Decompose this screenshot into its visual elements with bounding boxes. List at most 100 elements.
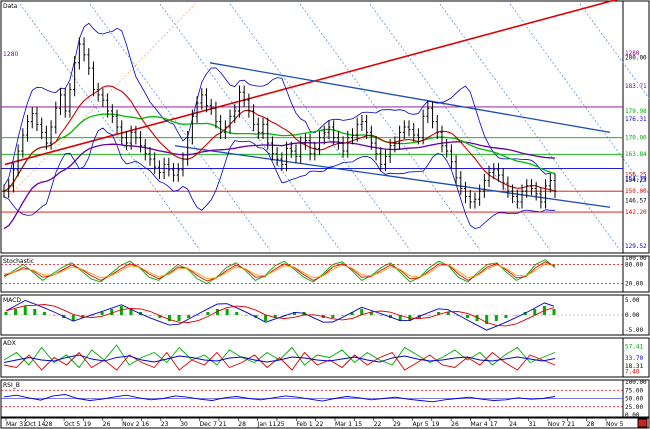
- x-tick-label: Feb 1: [296, 421, 313, 428]
- stoch-axis-label: 20.00: [625, 281, 643, 288]
- macd-histogram-bar: [52, 315, 56, 316]
- lower-band-line: [3, 127, 555, 229]
- macd-histogram-bar: [4, 312, 8, 315]
- price-axis: [622, 0, 650, 254]
- ma50-line: [3, 113, 556, 192]
- red-trendline: [4, 0, 619, 166]
- price-axis-label: 142.20: [625, 209, 647, 216]
- x-tick-label: 19: [83, 421, 91, 428]
- macd-histogram-bar: [100, 312, 104, 315]
- macd-line: [5, 300, 555, 331]
- diagonal-gridline: [299, 3, 481, 251]
- macd-histogram-bar: [360, 309, 364, 315]
- price-panel: [0, 0, 624, 254]
- rsi-panel-label: RSI_B: [3, 382, 20, 389]
- rsi-axis-label: 50.00: [625, 396, 643, 403]
- x-tick-label: Oct 5: [64, 421, 80, 428]
- adx-axis-label: 57.41: [625, 343, 643, 350]
- macd-histogram-bar: [235, 312, 239, 315]
- x-tick-label: 25: [277, 421, 285, 428]
- stoch-axis-label: 100.00: [625, 255, 647, 262]
- rsi-axis-label: 25.00: [625, 404, 643, 411]
- x-tick-label: Oct 14: [25, 421, 45, 428]
- stoch-panel-label: Stochastic: [3, 258, 34, 265]
- macd-histogram-bar: [244, 315, 248, 316]
- price-axis-label: 156.25: [625, 171, 647, 178]
- diagonal-gridline: [19, 3, 201, 251]
- price-axis-top-label: 176.31: [625, 116, 647, 123]
- x-tick-label: 22: [316, 421, 324, 428]
- macd-histogram-bar: [379, 315, 383, 316]
- macd-histogram-bar: [504, 315, 508, 318]
- price-axis-label: 163.84: [625, 151, 647, 158]
- adx-axis-label: 33.70: [625, 355, 643, 362]
- macd-histogram-bar: [119, 306, 123, 315]
- x-tick-label: 21: [567, 421, 575, 428]
- x-tick-label: Nov 5: [606, 421, 624, 428]
- x-tick-label: Nov 2: [122, 421, 140, 428]
- macd-axis: [622, 294, 650, 336]
- price-panel-label: Data: [3, 3, 18, 10]
- macd-panel-label: MACD: [3, 297, 21, 304]
- blue-channel-upper: [209, 62, 611, 133]
- price-layer: [1, 0, 650, 251]
- x-tick-label: 24: [509, 421, 517, 428]
- x-tick-label: 15: [354, 421, 362, 428]
- x-tick-label: Mar 4: [471, 421, 488, 428]
- macd-histogram-bar: [148, 315, 152, 316]
- x-tick-label: 17: [490, 421, 498, 428]
- macd-histogram-bar: [514, 315, 518, 316]
- x-tick-label: 19: [432, 421, 440, 428]
- rsi-axis-label: 0.00: [625, 412, 640, 419]
- macd-signal-line: [5, 304, 555, 327]
- macd-histogram-bar: [177, 315, 181, 321]
- x-tick-label: Apr 5: [412, 421, 428, 428]
- macd-histogram-bar: [552, 309, 556, 315]
- macd-histogram-bar: [23, 306, 27, 315]
- x-tick-label: 21: [219, 421, 227, 428]
- x-tick-label: 29: [393, 421, 401, 428]
- adx-axis: [622, 337, 650, 378]
- dotted-trendline: [4, 3, 196, 201]
- x-tick-label: 28: [45, 421, 53, 428]
- macd-histogram-bar: [369, 312, 373, 315]
- price-axis-label: 154.23: [625, 177, 647, 184]
- axis-layer: 200.00179.98170.00163.84156.25154.79154.…: [5, 50, 647, 428]
- stoch-panel: [0, 255, 624, 293]
- blue-channel-lower: [174, 145, 611, 208]
- x-tick-label: 28: [238, 421, 246, 428]
- macd-histogram-bar: [91, 315, 95, 316]
- diagonal-gridline: [229, 3, 411, 251]
- upper-band-line: [3, 22, 555, 187]
- adx-series-line: [3, 354, 556, 363]
- indicator-layer: [1, 259, 623, 408]
- macd-histogram-bar: [225, 309, 229, 315]
- macd-histogram-bar: [129, 309, 133, 315]
- stoch-axis-label: 80.00: [625, 261, 643, 268]
- macd-histogram-bar: [167, 315, 171, 321]
- x-tick-label: Dec 7: [200, 421, 218, 428]
- price-axis-label: 154.79: [625, 175, 647, 182]
- x-tick-label: 31: [529, 421, 537, 428]
- x-tick-label: Mar 31: [6, 421, 27, 428]
- macd-histogram-bar: [42, 312, 46, 315]
- ma20-line: [3, 85, 556, 192]
- macd-histogram-bar: [465, 315, 469, 318]
- macd-axis-label: 5.00: [625, 297, 640, 304]
- macd-histogram-bar: [350, 312, 354, 315]
- macd-histogram-bar: [216, 309, 220, 315]
- close-corner-button[interactable]: [637, 418, 648, 428]
- macd-histogram-bar: [533, 309, 537, 315]
- price-axis-label: 170.00: [625, 135, 647, 142]
- macd-histogram-bar: [485, 315, 489, 324]
- macd-histogram-bar: [398, 315, 402, 321]
- diagonal-gridline: [369, 3, 551, 251]
- diagonal-gridline: [159, 3, 341, 251]
- x-tick-label: 23: [161, 421, 169, 428]
- macd-histogram-bar: [475, 315, 479, 321]
- rsi-axis-label: 100.00: [625, 379, 647, 386]
- price-axis-label: 179.98: [625, 108, 647, 115]
- price-axis-label: 146.57: [625, 197, 647, 204]
- macd-histogram-bar: [446, 312, 450, 315]
